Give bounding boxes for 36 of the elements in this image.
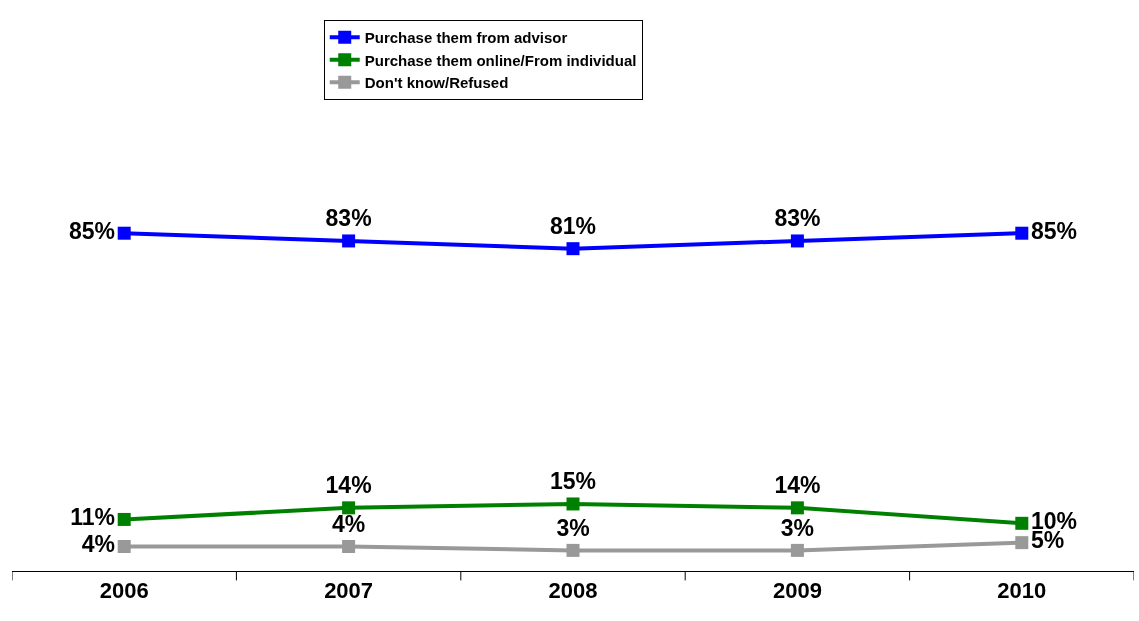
data-label: 3% xyxy=(556,514,590,541)
data-label: 4% xyxy=(331,510,366,537)
data-label: 14% xyxy=(774,471,821,498)
data-label: 14% xyxy=(325,471,372,498)
data-label: 81% xyxy=(549,212,597,239)
data-label: 85% xyxy=(69,217,116,244)
x-tick-label: 2010 xyxy=(997,578,1047,604)
point xyxy=(566,543,580,557)
data-label: 15% xyxy=(549,468,597,495)
x-tick-label: 2008 xyxy=(548,578,598,604)
legend-label: Don't know/Refused xyxy=(364,74,509,92)
point xyxy=(790,501,804,515)
data-label: 83% xyxy=(325,205,372,232)
point xyxy=(342,234,356,248)
point xyxy=(117,226,131,240)
point xyxy=(117,512,131,526)
x-tick-label: 2006 xyxy=(99,578,149,604)
x-tick-label: 2009 xyxy=(772,578,822,604)
point xyxy=(790,234,804,248)
point xyxy=(566,242,580,256)
data-label: 83% xyxy=(774,205,821,232)
data-label: 4% xyxy=(81,531,116,558)
point xyxy=(117,540,131,554)
point xyxy=(566,497,580,511)
point xyxy=(1015,226,1029,240)
data-label: 11% xyxy=(70,504,116,531)
data-label: 3% xyxy=(780,514,815,541)
point xyxy=(1015,536,1029,550)
point xyxy=(342,501,356,515)
legend-label: Purchase them from advisor xyxy=(364,29,568,47)
x-tick-label: 2007 xyxy=(324,578,374,604)
data-label: 85% xyxy=(1030,217,1077,244)
point xyxy=(790,543,804,557)
point xyxy=(1015,516,1029,530)
legend-label: Purchase them online/From individual xyxy=(364,51,637,69)
point xyxy=(342,540,356,554)
